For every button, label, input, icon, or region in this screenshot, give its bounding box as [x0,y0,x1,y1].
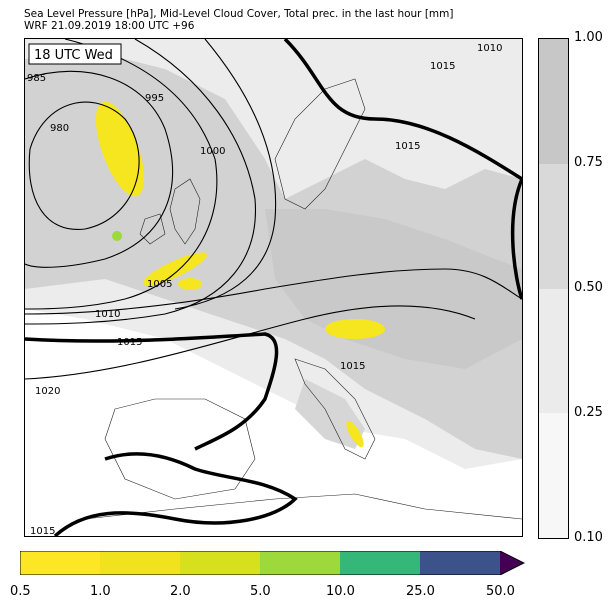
precip-tick-label: 1.0 [90,584,111,599]
precip-color-segment [420,551,500,575]
precip-color-segment [20,551,100,575]
precip-adriatic [346,420,364,448]
isobar-label: 1005 [147,279,172,290]
isobar-label: 1015 [340,361,365,372]
isobar-1020 [25,305,476,380]
precip-tick-label: 50.0 [486,584,515,599]
isobar-label: 1000 [200,146,225,157]
precipitation-layer [95,101,385,448]
precip-colorbar [20,551,525,575]
coastlines [84,78,522,520]
isobar-1010 [25,268,522,315]
precip-strong-cell [112,231,122,241]
precip-tick-label: 5.0 [250,584,271,599]
time-label: 18 UTC Wed [34,48,113,63]
ireland-outline [139,213,166,245]
cloud-cover-italy [295,379,365,449]
cloud-band-4 [539,39,568,164]
precip-tick-label: 10.0 [326,584,355,599]
precip-color-segment [100,551,180,575]
precip-alps [325,319,385,339]
cloud-cover-layer [25,39,522,469]
cloud-tick-label: 0.50 [574,280,603,295]
isobar-995 [25,39,218,310]
isobar-label: 1010 [477,43,502,54]
precip-color-segment [180,551,260,575]
isobar-label: 1015 [30,526,55,536]
precip-tick-label: 2.0 [170,584,191,599]
cloud-tick-label: 0.10 [574,530,603,545]
map-title: Sea Level Pressure [hPa], Mid-Level Clou… [24,8,454,20]
scandinavia-outline [274,78,366,210]
precip-extend-arrow [500,551,524,575]
precip-tick-label: 0.5 [10,584,31,599]
map-canvas: 985 980 995 1000 1005 1010 1015 1015 101… [25,39,522,536]
isobar-label: 1015 [117,337,142,348]
weather-map: 985 980 995 1000 1005 1010 1015 1015 101… [24,38,523,537]
time-label-box [28,43,122,65]
isobar-label: 1015 [430,61,455,72]
iberia-outline [104,398,256,500]
precip-tick-label: 25.0 [406,584,435,599]
cloud-tick-label: 0.25 [574,405,603,420]
great-britain-outline [169,178,201,245]
isobar-label: 1015 [395,141,420,152]
isobar-label: 980 [50,123,69,134]
isobars-1015 [25,39,522,536]
cloud-band-1 [539,413,568,538]
model-run-subtitle: WRF 21.09.2019 18:00 UTC +96 [24,20,195,32]
isobar-label: 995 [145,93,164,104]
precip-color-segment [260,551,340,575]
isobar-980 [28,101,140,230]
isobar-1015-south [53,452,298,536]
italy-outline [294,358,376,460]
precip-france [178,278,202,290]
isobar-label: 985 [27,73,46,84]
north-africa-outline [84,493,522,520]
isobar-1000 [25,39,257,325]
isobar-labels: 985 980 995 1000 1005 1010 1015 1015 101… [27,43,502,536]
cloud-band-2 [539,288,568,414]
isobar-1015-west [25,332,279,451]
isobar-label: 1010 [95,309,120,320]
precip-band-uk [143,252,207,286]
precip-segments [20,551,525,575]
precip-color-segment [340,551,420,575]
isobars [25,39,522,380]
cloud-tick-label: 0.75 [574,155,603,170]
cloud-band-3 [539,163,568,289]
isobar-label: 1020 [35,386,60,397]
precip-band-atlantic [95,101,145,197]
isobar-1005 [174,39,277,310]
isobar-985 [25,70,173,268]
isobar-1015-north [283,39,522,300]
precip-colorbar-outline [20,551,525,575]
cloud-tick-label: 1.00 [574,30,603,45]
cloud-cover-colorbar [538,38,569,539]
